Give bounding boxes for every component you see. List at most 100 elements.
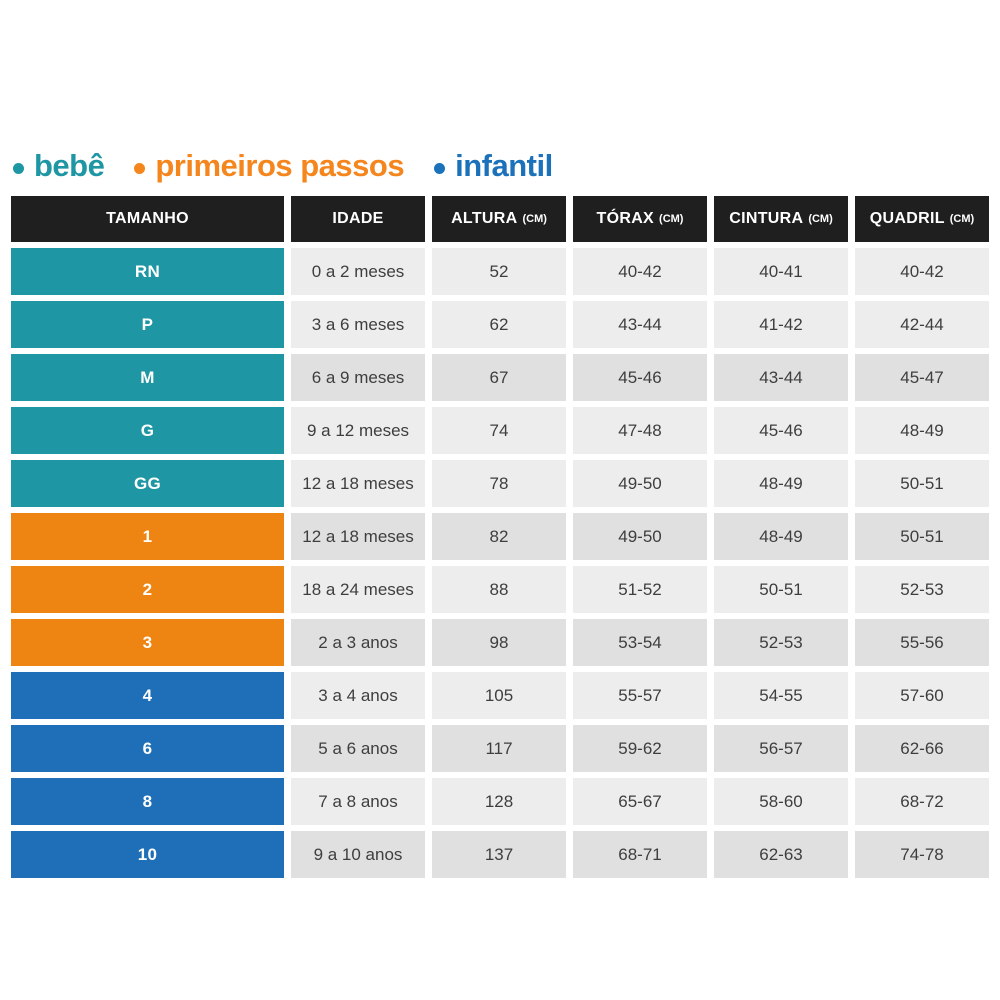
cell-6-quadril: 62-66 [855, 725, 989, 772]
size-cell-1: 1 [11, 513, 284, 560]
cell-2-torax: 51-52 [573, 566, 707, 613]
cell-gg-altura: 78 [432, 460, 566, 507]
column-header-torax: TÓRAX (CM) [573, 196, 707, 242]
size-cell-gg: GG [11, 460, 284, 507]
column-header-label: TAMANHO [106, 210, 189, 227]
cell-6-altura: 117 [432, 725, 566, 772]
size-cell-g: G [11, 407, 284, 454]
size-cell-10: 10 [11, 831, 284, 878]
cell-m-altura: 67 [432, 354, 566, 401]
legend-label: primeiros passos [155, 148, 405, 183]
cell-8-altura: 128 [432, 778, 566, 825]
cell-rn-cintura: 40-41 [714, 248, 848, 295]
cell-2-cintura: 50-51 [714, 566, 848, 613]
legend-label: bebê [34, 148, 105, 183]
cell-8-quadril: 68-72 [855, 778, 989, 825]
size-cell-6: 6 [11, 725, 284, 772]
column-header-unit: (CM) [659, 213, 684, 225]
cell-10-torax: 68-71 [573, 831, 707, 878]
cell-m-cintura: 43-44 [714, 354, 848, 401]
cell-6-cintura: 56-57 [714, 725, 848, 772]
cell-gg-idade: 12 a 18 meses [291, 460, 425, 507]
cell-m-torax: 45-46 [573, 354, 707, 401]
cell-1-altura: 82 [432, 513, 566, 560]
column-header-label: QUADRIL [869, 210, 945, 227]
legend-item-primeiros-passos: primeiros passos [134, 148, 405, 184]
column-header-unit: (CM) [949, 213, 975, 225]
column-header-altura: ALTURA (CM) [432, 196, 566, 242]
cell-p-quadril: 42-44 [855, 301, 989, 348]
cell-8-torax: 65-67 [573, 778, 707, 825]
cell-p-torax: 43-44 [573, 301, 707, 348]
cell-2-quadril: 52-53 [855, 566, 989, 613]
cell-1-quadril: 50-51 [855, 513, 989, 560]
column-header-label: TÓRAX [596, 210, 655, 227]
cell-10-quadril: 74-78 [855, 831, 989, 878]
cell-m-idade: 6 a 9 meses [291, 354, 425, 401]
cell-gg-cintura: 48-49 [714, 460, 848, 507]
cell-gg-quadril: 50-51 [855, 460, 989, 507]
size-cell-4: 4 [11, 672, 284, 719]
size-cell-2: 2 [11, 566, 284, 613]
cell-1-torax: 49-50 [573, 513, 707, 560]
column-header-tamanho: TAMANHO [11, 196, 284, 242]
cell-g-quadril: 48-49 [855, 407, 989, 454]
cell-4-altura: 105 [432, 672, 566, 719]
cell-3-torax: 53-54 [573, 619, 707, 666]
cell-2-altura: 88 [432, 566, 566, 613]
cell-g-altura: 74 [432, 407, 566, 454]
cell-10-altura: 137 [432, 831, 566, 878]
cell-g-torax: 47-48 [573, 407, 707, 454]
cell-gg-torax: 49-50 [573, 460, 707, 507]
cell-6-idade: 5 a 6 anos [291, 725, 425, 772]
legend-item-infantil: infantil [434, 148, 553, 184]
cell-4-torax: 55-57 [573, 672, 707, 719]
cell-p-idade: 3 a 6 meses [291, 301, 425, 348]
cell-g-idade: 9 a 12 meses [291, 407, 425, 454]
size-cell-m: M [11, 354, 284, 401]
cell-10-idade: 9 a 10 anos [291, 831, 425, 878]
cell-8-cintura: 58-60 [714, 778, 848, 825]
cell-rn-torax: 40-42 [573, 248, 707, 295]
cell-p-altura: 62 [432, 301, 566, 348]
cell-rn-quadril: 40-42 [855, 248, 989, 295]
column-header-quadril: QUADRIL (CM) [855, 196, 989, 242]
bullet-icon [134, 162, 146, 174]
size-cell-8: 8 [11, 778, 284, 825]
bullet-icon [434, 162, 446, 174]
cell-8-idade: 7 a 8 anos [291, 778, 425, 825]
cell-3-altura: 98 [432, 619, 566, 666]
cell-1-idade: 12 a 18 meses [291, 513, 425, 560]
cell-3-cintura: 52-53 [714, 619, 848, 666]
category-legend: bebê primeiros passos infantil [13, 146, 989, 186]
cell-1-cintura: 48-49 [714, 513, 848, 560]
size-cell-p: P [11, 301, 284, 348]
size-cell-3: 3 [11, 619, 284, 666]
column-header-unit: (CM) [522, 213, 547, 225]
cell-m-quadril: 45-47 [855, 354, 989, 401]
cell-p-cintura: 41-42 [714, 301, 848, 348]
cell-3-idade: 2 a 3 anos [291, 619, 425, 666]
bullet-icon [13, 162, 24, 174]
size-cell-rn: RN [11, 248, 284, 295]
cell-g-cintura: 45-46 [714, 407, 848, 454]
column-header-idade: IDADE [291, 196, 425, 242]
cell-4-cintura: 54-55 [714, 672, 848, 719]
cell-2-idade: 18 a 24 meses [291, 566, 425, 613]
column-header-label: ALTURA [451, 210, 518, 227]
cell-rn-idade: 0 a 2 meses [291, 248, 425, 295]
column-header-cintura: CINTURA (CM) [714, 196, 848, 242]
size-table: TAMANHO IDADE ALTURA (CM) TÓRAX (CM) CINTURA (C… [11, 196, 989, 878]
cell-3-quadril: 55-56 [855, 619, 989, 666]
cell-4-idade: 3 a 4 anos [291, 672, 425, 719]
column-header-label: CINTURA [729, 210, 804, 227]
legend-item-bebe: bebê [13, 148, 105, 184]
column-header-label: IDADE [332, 210, 384, 227]
cell-4-quadril: 57-60 [855, 672, 989, 719]
cell-10-cintura: 62-63 [714, 831, 848, 878]
legend-label: infantil [455, 148, 553, 183]
cell-6-torax: 59-62 [573, 725, 707, 772]
column-header-unit: (CM) [808, 213, 833, 225]
cell-rn-altura: 52 [432, 248, 566, 295]
